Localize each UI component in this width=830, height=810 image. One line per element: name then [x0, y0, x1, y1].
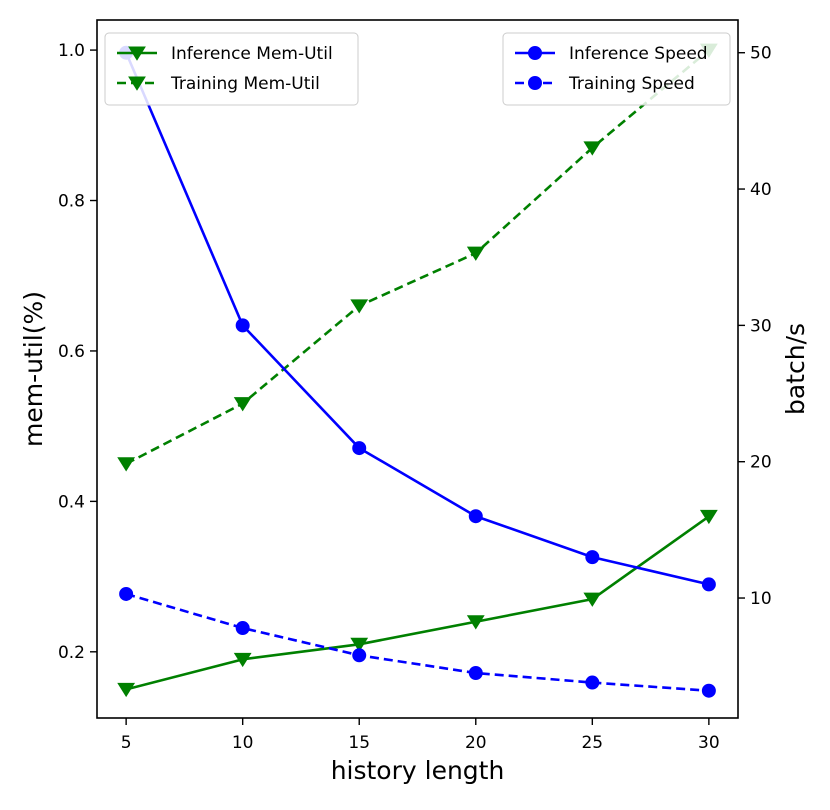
y-left-tick-label: 0.2: [58, 643, 85, 663]
data-point: [701, 577, 716, 592]
x-tick-label: 25: [581, 733, 603, 753]
data-point: [352, 441, 367, 456]
legend-right: Inference Speed Training Speed: [502, 32, 731, 106]
x-tick-label: 10: [232, 733, 254, 753]
y-left-tick-label: 0.4: [58, 492, 85, 512]
series-training-speed: [119, 586, 716, 698]
y-left-tick-label: 0.8: [58, 192, 85, 212]
y-right-tick-label: 30: [750, 316, 772, 336]
y-left-tick-label: 0.6: [58, 342, 85, 362]
legend-swatch-marker: [128, 46, 146, 61]
data-point: [701, 683, 716, 698]
data-point: [466, 615, 485, 630]
series-line: [125, 592, 709, 693]
series-line: [124, 52, 710, 586]
legend-label: Training Speed: [568, 74, 695, 94]
series-layer: [117, 43, 718, 698]
series-inference-mem-util: [117, 509, 718, 698]
data-point: [466, 246, 485, 261]
data-point: [468, 509, 483, 524]
data-point: [235, 318, 250, 333]
data-point: [699, 509, 718, 525]
data-point: [350, 637, 369, 653]
series-training-mem-util: [117, 43, 718, 472]
legend-box: [104, 32, 359, 106]
x-tick-label: 20: [465, 733, 487, 753]
series-inference-speed: [119, 45, 716, 592]
series-line: [125, 49, 710, 465]
data-point: [352, 648, 367, 663]
legend-left: Inference Mem-Util Training Mem-Util: [104, 32, 359, 106]
y-left-tick-label: 1.0: [58, 41, 85, 61]
legend-swatch-marker: [528, 76, 542, 90]
data-point: [233, 652, 252, 668]
x-axis-title: history length: [331, 756, 505, 785]
y-left-axis-title: mem-util(%): [19, 291, 48, 447]
y-right-axis-title: batch/s: [781, 323, 810, 415]
data-point: [468, 666, 483, 681]
x-tick-label: 30: [698, 733, 720, 753]
data-point: [585, 675, 600, 690]
x-tick-label: 5: [121, 733, 132, 753]
axes-layer: 5 10 15 20 25 30 0.2 0.4 0.6 0.8 1.0 10 20 30 40 50 hist…: [19, 19, 810, 785]
data-point: [119, 586, 134, 601]
data-point: [117, 682, 136, 698]
x-tick-label: 15: [348, 733, 370, 753]
y-right-tick-label: 10: [750, 589, 772, 609]
legend-label: Training Mem-Util: [170, 74, 320, 94]
data-point: [117, 457, 136, 472]
legend-swatch-marker: [528, 46, 542, 60]
y-right-tick-label: 20: [750, 453, 772, 473]
y-right-tick-label: 40: [750, 180, 772, 200]
legend-label: Inference Mem-Util: [171, 44, 333, 64]
data-point: [583, 592, 602, 607]
data-point: [233, 397, 252, 412]
data-point: [350, 299, 369, 314]
data-point: [583, 141, 602, 156]
legend-swatch-marker: [128, 76, 146, 91]
legend-box: [502, 32, 731, 106]
data-point: [585, 550, 600, 565]
series-line: [125, 515, 710, 691]
y-right-tick-label: 50: [750, 44, 772, 64]
plot-frame: [96, 19, 739, 719]
legend-label: Inference Speed: [569, 44, 708, 64]
data-point: [235, 621, 250, 636]
